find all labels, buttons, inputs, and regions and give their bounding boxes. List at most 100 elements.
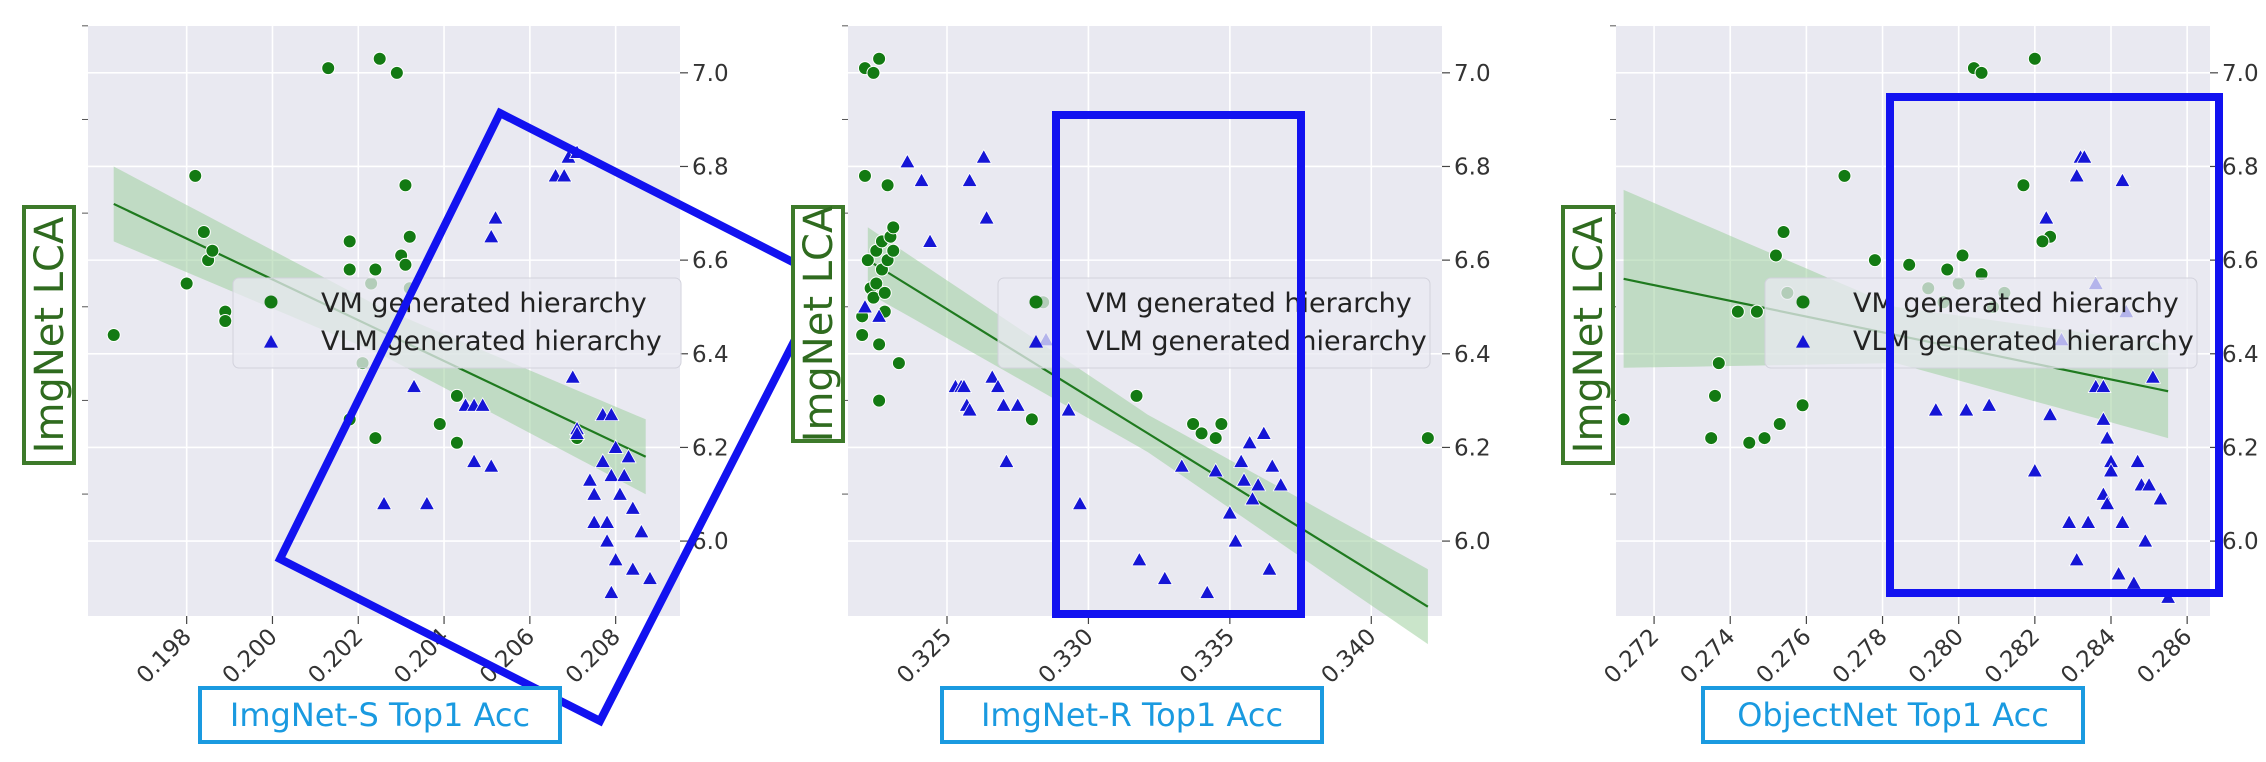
x-tick-label: 0.340 bbox=[1317, 624, 1382, 689]
vm-point bbox=[2035, 234, 2050, 249]
vlm-point bbox=[870, 307, 888, 323]
x-tick-label: 0.278 bbox=[1828, 624, 1893, 689]
vlm-point bbox=[1207, 462, 1224, 478]
vlm-point bbox=[2140, 476, 2158, 492]
vlm-point bbox=[611, 485, 629, 501]
vm-point bbox=[877, 285, 892, 300]
vlm-point bbox=[1249, 476, 1267, 492]
y-tick-label: 6.0 bbox=[1454, 529, 1491, 555]
vm-point bbox=[866, 65, 881, 80]
vm-point bbox=[449, 435, 464, 450]
vm-point bbox=[1768, 248, 1783, 263]
vlm-point bbox=[2144, 368, 2162, 384]
y-axis-label-box bbox=[791, 205, 845, 443]
vlm-point bbox=[2129, 453, 2146, 468]
vlm-point bbox=[616, 467, 633, 482]
vm-point bbox=[449, 388, 464, 403]
vm-point bbox=[106, 328, 121, 343]
vlm-point bbox=[1227, 532, 1244, 548]
vm-point bbox=[402, 229, 417, 244]
vlm-point bbox=[405, 378, 423, 393]
y-tick-label: 6.4 bbox=[1454, 342, 1491, 368]
vm-point bbox=[1186, 417, 1201, 432]
y-tick-label: 6.2 bbox=[692, 435, 729, 461]
vm-point bbox=[1757, 431, 1772, 446]
y-axis-label: ImgNet LCA bbox=[1566, 216, 1612, 453]
vlm-point bbox=[1221, 504, 1239, 520]
vlm-point bbox=[474, 396, 491, 412]
vlm-point bbox=[633, 523, 650, 539]
vlm-point bbox=[2152, 490, 2169, 506]
vm-point bbox=[857, 168, 872, 183]
vlm-point bbox=[1199, 584, 1216, 599]
legend-vm-label: VM generated hierarchy bbox=[1853, 288, 2179, 319]
vlm-point bbox=[418, 495, 436, 511]
vlm-point bbox=[2041, 406, 2059, 422]
legend-vlm-label: VLM generated hierarchy bbox=[1853, 326, 2194, 357]
x-tick-label: 0.200 bbox=[218, 624, 283, 689]
vm-point bbox=[1730, 304, 1745, 319]
vlm-point bbox=[2060, 514, 2078, 529]
y-tick-label: 6.8 bbox=[692, 154, 729, 180]
vlm-point bbox=[487, 209, 504, 225]
x-axis-label-box bbox=[940, 686, 1324, 744]
vlm-point bbox=[975, 148, 992, 164]
vm-point bbox=[1742, 435, 1757, 450]
vlm-point bbox=[1927, 401, 1945, 417]
vlm-point bbox=[568, 425, 586, 440]
vm-point bbox=[860, 253, 875, 268]
legend-vm-marker bbox=[264, 295, 278, 309]
vm-point bbox=[1708, 388, 1722, 403]
y-tick-label: 6.8 bbox=[1454, 154, 1491, 180]
vlm-point bbox=[2068, 551, 2085, 567]
vlm-point bbox=[984, 368, 1001, 384]
vlm-point bbox=[581, 471, 599, 487]
vlm-point bbox=[624, 560, 641, 576]
vm-point bbox=[398, 178, 413, 193]
vlm-point bbox=[607, 551, 624, 567]
vm-point bbox=[1616, 412, 1631, 427]
y-tick-label: 7.0 bbox=[692, 61, 729, 87]
legend-box bbox=[232, 277, 682, 369]
vm-point bbox=[218, 314, 233, 328]
x-tick-label: 0.206 bbox=[475, 624, 540, 689]
vm-point bbox=[1867, 253, 1882, 268]
vlm-point bbox=[1264, 457, 1281, 473]
y-tick-label: 6.6 bbox=[1454, 248, 1491, 274]
vm-point bbox=[389, 65, 404, 80]
vlm-point bbox=[1980, 396, 1998, 412]
vm-point bbox=[1711, 356, 1726, 371]
y-axis-label: ImgNet LCA bbox=[796, 205, 842, 442]
y-tick-label: 6.4 bbox=[2222, 342, 2259, 368]
vm-point bbox=[1772, 417, 1787, 432]
vm-point bbox=[179, 276, 194, 291]
y-tick-label: 6.8 bbox=[2222, 154, 2259, 180]
vm-point bbox=[2016, 178, 2031, 193]
y-tick-label: 7.0 bbox=[1454, 61, 1491, 87]
legend-box bbox=[997, 277, 1431, 369]
vlm-point bbox=[603, 406, 620, 422]
legend-vlm-label: VLM generated hierarchy bbox=[321, 326, 662, 357]
x-tick-label: 0.284 bbox=[2056, 624, 2121, 689]
vlm-point bbox=[1232, 453, 1250, 468]
vlm-point bbox=[1131, 551, 1148, 567]
vlm-point bbox=[2038, 209, 2055, 225]
vm-point bbox=[1194, 426, 1209, 441]
vlm-point bbox=[641, 570, 659, 585]
vlm-point bbox=[978, 209, 995, 225]
vlm-point bbox=[1009, 396, 1026, 412]
vlm-point bbox=[2026, 462, 2044, 478]
vm-point bbox=[886, 243, 901, 258]
x-tick-label: 0.202 bbox=[304, 624, 369, 689]
vm-point bbox=[1776, 225, 1791, 240]
vm-point bbox=[2027, 51, 2042, 66]
x-tick-label: 0.274 bbox=[1676, 624, 1741, 689]
vlm-point bbox=[624, 499, 641, 515]
x-tick-label: 0.280 bbox=[1904, 624, 1969, 689]
vm-point bbox=[342, 234, 357, 249]
highlight-region-box bbox=[274, 107, 832, 727]
vm-point bbox=[1208, 431, 1223, 446]
legend-vm-label: VM generated hierarchy bbox=[1086, 288, 1412, 319]
vlm-point bbox=[586, 514, 603, 529]
